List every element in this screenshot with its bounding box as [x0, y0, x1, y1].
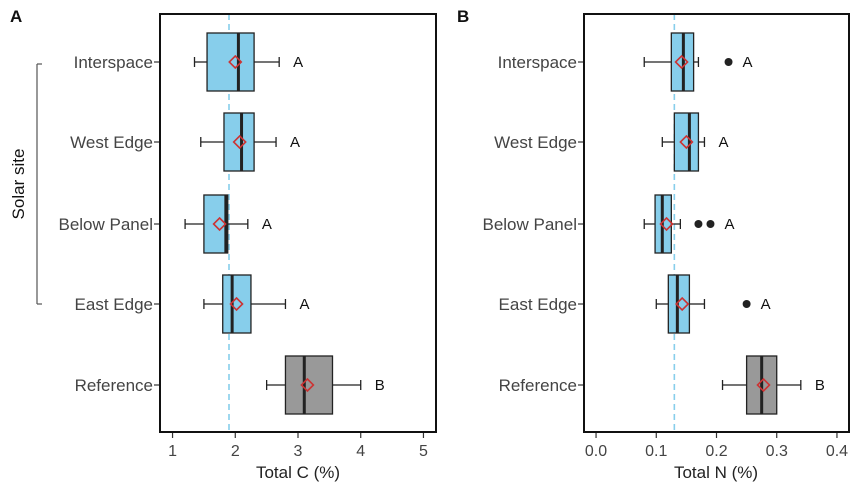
panel-a-east-edge-significance-letter: A — [299, 296, 309, 313]
panel-a-below-panel-category-label: Below Panel — [58, 215, 153, 234]
panel-b-interspace-category-label: Interspace — [498, 53, 577, 72]
panel-a-xtick-label: 5 — [419, 443, 428, 460]
panel-a-east-edge-category-label: East Edge — [75, 295, 153, 314]
panel-a-reference-box — [284, 355, 334, 415]
panel-b-east-edge-significance-letter: A — [761, 296, 771, 313]
panel-a-reference-category-label: Reference — [75, 376, 153, 395]
panel-b-below-panel-outlier — [706, 220, 715, 228]
panel-b-frame — [583, 13, 850, 433]
panel-b-below-panel-mean-marker — [659, 216, 674, 232]
panel-a: 1 2 3 4 5 Interspace A West Edge A Below Panel A Ea… — [58, 13, 437, 482]
panel-b-west-edge-mean-marker — [679, 134, 694, 150]
panel-b-west-edge-significance-letter: A — [718, 134, 728, 151]
panel-b-plot: 0.0 0.1 0.2 0.3 0.4 Interspace A West Edge A Belo… — [482, 14, 848, 460]
panel-a-frame — [159, 13, 437, 433]
panel-a-interspace-significance-letter: A — [293, 54, 303, 71]
panel-a-plot: 1 2 3 4 5 Interspace A West Edge A Below Panel A Ea… — [58, 14, 428, 460]
panel-a-xlabel: Total C (%) — [256, 463, 340, 482]
panel-b-interspace-mean-marker — [674, 54, 689, 70]
panel-b-letter: B — [457, 7, 469, 26]
panel-a-reference-significance-letter: B — [375, 377, 385, 394]
panel-a-xtick-label: 1 — [168, 443, 177, 460]
panel-b-interspace-outlier — [724, 58, 733, 66]
panel-a-west-edge-significance-letter: A — [290, 134, 300, 151]
panel-b-west-edge-box — [673, 112, 700, 172]
panel-b-east-edge-outlier — [742, 300, 751, 308]
panel-b-below-panel-outlier — [694, 220, 703, 228]
solar-site-bracket — [36, 63, 42, 305]
panel-a-west-edge-mean-marker — [232, 134, 247, 150]
panel-b-east-edge-category-label: East Edge — [499, 295, 577, 314]
panel-b-west-edge-category-label: West Edge — [494, 133, 577, 152]
panel-a-west-edge-box — [223, 112, 255, 172]
panel-b-xlabel: Total N (%) — [674, 463, 758, 482]
panel-a-xtick-label: 4 — [356, 443, 365, 460]
panel-b-below-panel-category-label: Below Panel — [482, 215, 577, 234]
panel-b-xtick-label: 0.0 — [585, 443, 607, 460]
panel-a-below-panel-significance-letter: A — [262, 216, 272, 233]
panel-a-reference-mean-marker — [300, 377, 315, 393]
panel-b-east-edge-mean-marker — [675, 296, 690, 312]
panel-a-xtick-label: 2 — [231, 443, 240, 460]
panel-b-reference-category-label: Reference — [499, 376, 577, 395]
panel-b-interspace-significance-letter: A — [743, 54, 753, 71]
panel-a-xtick-label: 3 — [294, 443, 303, 460]
panel-a-east-edge-mean-marker — [229, 296, 244, 312]
panel-b-reference-mean-marker — [756, 377, 771, 393]
panel-b-xtick-label: 0.4 — [826, 443, 848, 460]
panel-b-reference-significance-letter: B — [815, 377, 825, 394]
panel-a-below-panel-mean-marker — [212, 216, 227, 232]
panel-a-west-edge-category-label: West Edge — [70, 133, 153, 152]
panel-a-interspace-mean-marker — [228, 54, 243, 70]
panel-b-below-panel-significance-letter: A — [724, 216, 734, 233]
panel-a-letter: A — [10, 7, 22, 26]
panel-b-xtick-label: 0.2 — [705, 443, 727, 460]
panel-a-below-panel-box — [203, 194, 229, 254]
solar-site-label: Solar site — [9, 149, 28, 220]
panel-a-east-edge-box — [222, 274, 252, 334]
panel-b-xtick-label: 0.1 — [645, 443, 667, 460]
panel-a-interspace-box — [206, 32, 255, 92]
panel-b-xtick-label: 0.3 — [766, 443, 788, 460]
panel-a-interspace-category-label: Interspace — [74, 53, 153, 72]
panel-b: 0.0 0.1 0.2 0.3 0.4 Interspace A West Edge A Belo… — [482, 13, 850, 482]
panel-b-east-edge-box — [667, 274, 691, 334]
